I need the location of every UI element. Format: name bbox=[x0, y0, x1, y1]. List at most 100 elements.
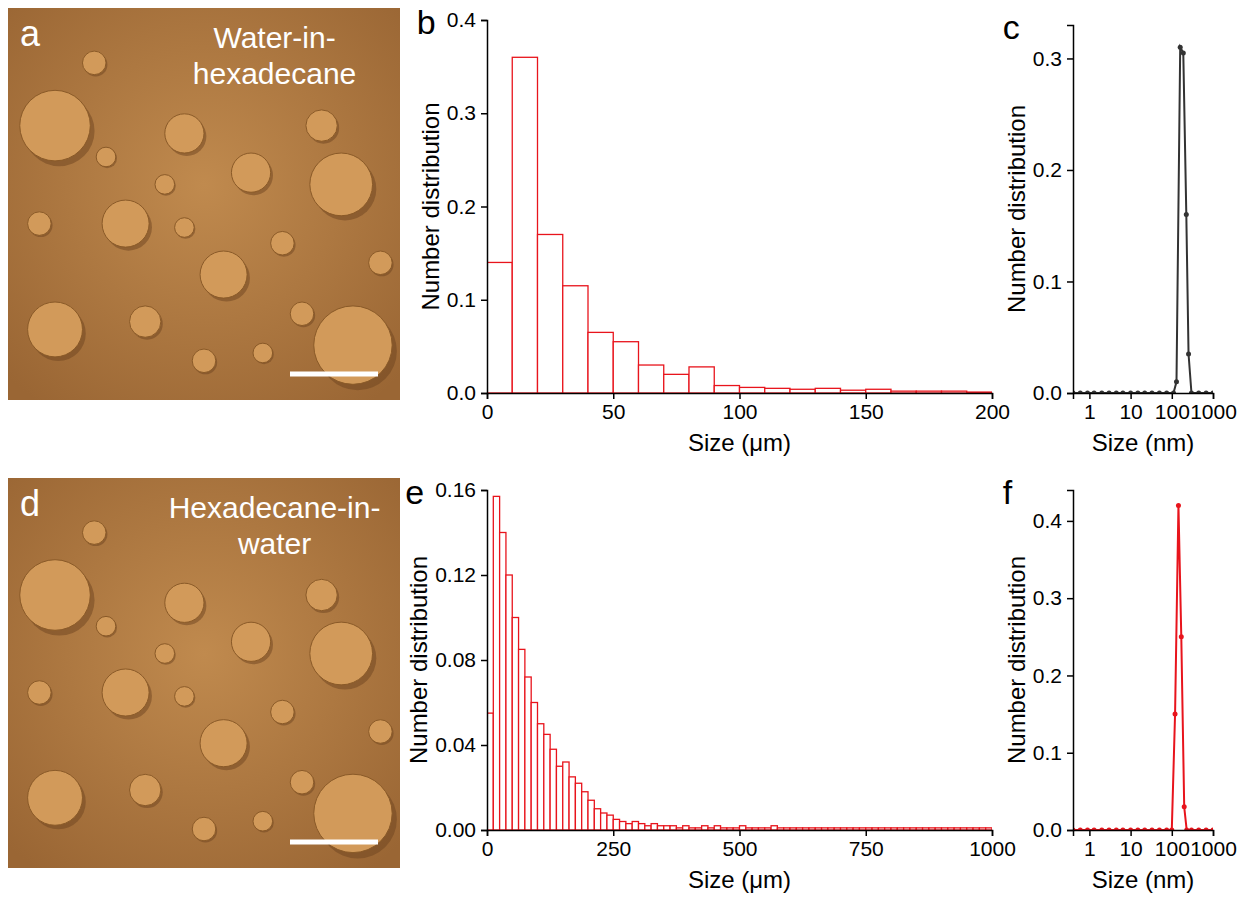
histogram-bar bbox=[878, 828, 884, 830]
histogram-bar bbox=[563, 762, 569, 830]
histogram-bar bbox=[607, 815, 613, 830]
x-tick: 100 bbox=[722, 393, 757, 423]
histogram-bar bbox=[695, 828, 701, 830]
data-point bbox=[1211, 828, 1214, 831]
data-point bbox=[1189, 828, 1194, 831]
y-axis: 0.00.10.20.3 bbox=[1033, 26, 1074, 405]
y-tick-mark bbox=[1067, 170, 1073, 172]
x-tick-mark bbox=[1130, 830, 1132, 836]
histogram-bar bbox=[721, 828, 727, 830]
micrograph-background bbox=[8, 478, 400, 868]
x-tick: 200 bbox=[975, 393, 1010, 423]
droplet bbox=[271, 231, 295, 255]
data-point bbox=[1135, 391, 1140, 394]
droplet bbox=[28, 302, 83, 357]
histogram-bar bbox=[620, 822, 626, 831]
data-point bbox=[1128, 828, 1133, 831]
x-tick: 250 bbox=[596, 830, 631, 860]
droplet bbox=[306, 110, 337, 141]
droplet bbox=[102, 669, 149, 716]
x-tick-mark bbox=[1089, 830, 1091, 836]
y-tick-mark bbox=[481, 830, 487, 832]
histogram-bar bbox=[973, 828, 979, 830]
y-tick-label: 0.3 bbox=[447, 101, 476, 124]
histogram-bar bbox=[929, 828, 935, 830]
data-point bbox=[1120, 391, 1125, 394]
data-point bbox=[1211, 391, 1214, 394]
histogram-bar bbox=[765, 388, 790, 393]
x-tick-label: 10 bbox=[1119, 400, 1142, 423]
x-tick-mark bbox=[1213, 830, 1215, 836]
y-axis-line bbox=[481, 491, 488, 831]
histogram-bar bbox=[702, 826, 708, 830]
x-tick-label: 150 bbox=[849, 400, 884, 423]
histogram-bar bbox=[872, 828, 878, 830]
y-tick-mark bbox=[1067, 598, 1073, 600]
x-tick-label: 200 bbox=[975, 400, 1010, 423]
x-tick: 100 bbox=[1155, 830, 1190, 860]
x-tick-mark bbox=[1172, 830, 1174, 836]
scale-bar bbox=[290, 840, 378, 845]
droplet bbox=[231, 153, 270, 192]
y-tick: 0.04 bbox=[435, 733, 487, 756]
x-tick-label: 500 bbox=[722, 837, 757, 860]
histogram-bar bbox=[834, 828, 840, 830]
plot-panel: 11010010000.00.10.20.30.4Size (nm)Number… bbox=[1003, 473, 1237, 893]
x-tick: 50 bbox=[602, 393, 625, 423]
y-axis-title: Number distribution bbox=[1003, 556, 1030, 764]
y-axis-line bbox=[1067, 26, 1074, 394]
image-annotation: Water-in-hexadecane bbox=[193, 21, 356, 90]
y-tick-label: 0.16 bbox=[435, 478, 476, 501]
y-tick-label: 0.0 bbox=[1033, 381, 1062, 404]
y-tick-mark bbox=[481, 300, 487, 302]
histogram-bar bbox=[916, 828, 922, 830]
histogram-bar bbox=[582, 792, 588, 830]
y-tick-mark bbox=[1067, 393, 1073, 395]
x-axis: 050100150200 bbox=[482, 393, 1010, 423]
data-point bbox=[1092, 828, 1097, 831]
x-tick-mark bbox=[613, 393, 615, 399]
histogram-bar bbox=[664, 374, 689, 393]
droplet bbox=[310, 622, 373, 685]
y-tick-mark bbox=[1067, 58, 1073, 60]
data-point bbox=[1169, 828, 1174, 831]
data-point bbox=[1149, 828, 1154, 831]
histogram-bar bbox=[841, 828, 847, 830]
histogram-bar bbox=[967, 828, 973, 830]
x-tick: 0 bbox=[482, 830, 494, 860]
panel-label: c bbox=[1003, 8, 1020, 46]
x-tick-label: 1 bbox=[1084, 400, 1096, 423]
x-tick-mark bbox=[739, 830, 741, 836]
y-tick-mark bbox=[481, 393, 487, 395]
data-point bbox=[1181, 50, 1186, 55]
x-tick-mark bbox=[1213, 393, 1215, 399]
panel-label: b bbox=[417, 3, 436, 41]
histogram-bar bbox=[828, 828, 834, 830]
x-tick-label: 100 bbox=[722, 400, 757, 423]
droplet bbox=[20, 90, 91, 161]
x-tick-label: 10 bbox=[1119, 837, 1142, 860]
x-tick: 100 bbox=[1155, 393, 1190, 423]
histogram-bar bbox=[588, 332, 613, 393]
histogram-bar bbox=[758, 828, 764, 830]
plot-area bbox=[1073, 503, 1213, 830]
histogram-bar bbox=[733, 828, 739, 830]
y-tick-label: 0.2 bbox=[1033, 664, 1062, 687]
x-axis-line bbox=[488, 394, 993, 400]
data-point bbox=[1171, 391, 1176, 394]
data-point bbox=[1114, 828, 1119, 831]
data-point bbox=[1142, 391, 1147, 394]
x-axis-title: Size (μm) bbox=[688, 866, 791, 893]
y-tick: 0.3 bbox=[447, 101, 487, 124]
y-tick: 0.0 bbox=[1033, 381, 1073, 404]
x-tick-label: 250 bbox=[596, 837, 631, 860]
data-point bbox=[1164, 391, 1169, 394]
data-point bbox=[1173, 712, 1178, 717]
y-tick-mark bbox=[1067, 830, 1073, 832]
droplet bbox=[200, 720, 247, 767]
data-point bbox=[1176, 503, 1181, 508]
x-tick-label: 1000 bbox=[1190, 837, 1237, 860]
data-point bbox=[1157, 828, 1162, 831]
x-tick-mark bbox=[739, 393, 741, 399]
data-point bbox=[1128, 391, 1133, 394]
